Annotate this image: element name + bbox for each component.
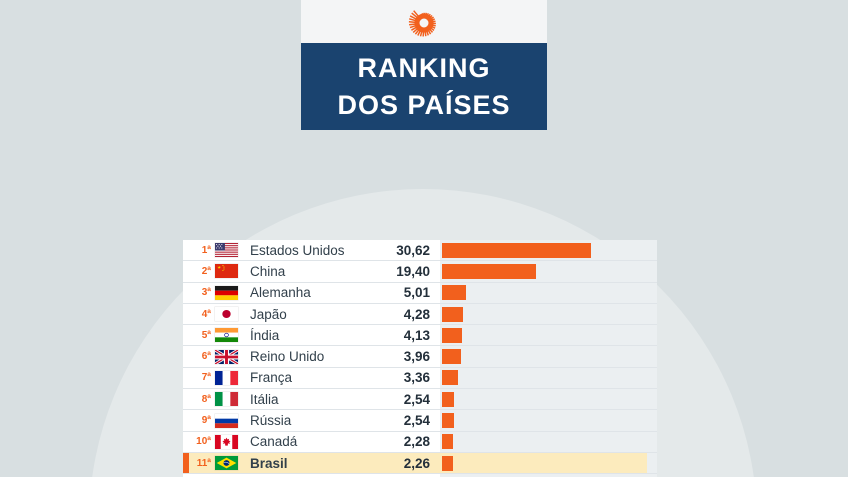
bar <box>442 285 466 301</box>
ranking-panel: 1ª Estados Unidos 30,62 2ª China 19,40 3ª Alema… <box>183 240 657 477</box>
value-label: 2,28 <box>403 434 430 450</box>
country-label: Canadá <box>250 434 298 450</box>
value-label: 5,01 <box>403 285 430 301</box>
bar <box>442 327 462 343</box>
value-label: 19,40 <box>396 263 430 279</box>
country-label: Alemanha <box>250 285 311 301</box>
page-title-line2: DOS PAÍSES <box>337 89 511 120</box>
country-label: França <box>250 370 293 386</box>
logo-strip <box>301 0 547 43</box>
table-row: 4ª Japão 4,28 <box>183 304 657 326</box>
country-label: Reino Unido <box>250 349 325 365</box>
table-row: 11ª Brasil 2,26 <box>183 452 657 475</box>
table-row: 10ª Canadá 2,28 <box>183 432 657 453</box>
value-label: 2,54 <box>403 391 430 407</box>
rank-label: 8ª <box>201 393 211 405</box>
bar <box>442 455 453 471</box>
country-label: Índia <box>250 327 280 343</box>
country-label: China <box>250 263 286 279</box>
rank-label: 10ª <box>196 436 211 448</box>
bar-track <box>440 304 657 324</box>
value-label: 30,62 <box>396 242 430 258</box>
bar-track <box>440 410 657 430</box>
value-label: 4,28 <box>403 306 430 322</box>
bar <box>442 434 453 450</box>
bar <box>442 349 461 365</box>
bar-track <box>440 325 657 345</box>
table-row: 7ª França 3,36 <box>183 368 657 390</box>
bar <box>442 391 454 407</box>
bar-track <box>440 453 657 473</box>
bar-track <box>440 432 657 452</box>
bar <box>442 306 463 322</box>
country-label: Itália <box>250 391 279 407</box>
bar-track <box>440 240 657 260</box>
title-box: RANKING DOS PAÍSES <box>301 43 547 130</box>
table-row: 8ª Itália 2,54 <box>183 389 657 411</box>
flag-gb-icon <box>215 349 238 364</box>
bar <box>442 263 536 279</box>
country-label: Japão <box>250 306 287 322</box>
rank-label: 7ª <box>201 372 211 384</box>
flag-jp-icon <box>215 307 238 322</box>
flag-it-icon <box>215 392 238 407</box>
flag-de-icon <box>215 285 238 300</box>
bar-track <box>440 389 657 409</box>
country-label: Estados Unidos <box>250 242 345 258</box>
bar <box>442 242 591 258</box>
rank-label: 2ª <box>201 265 211 277</box>
value-label: 2,26 <box>403 455 430 471</box>
country-label: Rússia <box>250 413 292 429</box>
bar-track <box>440 261 657 281</box>
header: RANKING DOS PAÍSES <box>301 0 547 130</box>
table-row: 1ª Estados Unidos 30,62 <box>183 240 657 262</box>
ranking-rows: 1ª Estados Unidos 30,62 2ª China 19,40 3ª Alema… <box>183 240 657 475</box>
bar <box>442 370 458 386</box>
flag-cn-icon <box>215 264 238 279</box>
bar-track <box>440 368 657 388</box>
table-row: 6ª Reino Unido 3,96 <box>183 346 657 368</box>
value-label: 3,36 <box>403 370 430 386</box>
page-title-line1: RANKING <box>357 52 491 83</box>
table-row: 5ª Índia 4,13 <box>183 325 657 347</box>
flag-fr-icon <box>215 370 238 385</box>
rank-label: 5ª <box>201 329 211 341</box>
country-label: Brasil <box>250 455 288 471</box>
flag-br-icon <box>215 456 238 471</box>
bar-track <box>440 346 657 366</box>
value-label: 4,13 <box>403 327 430 343</box>
bar-track-column <box>440 240 657 477</box>
flag-ru-icon <box>215 413 238 428</box>
value-label: 2,54 <box>403 413 430 429</box>
table-row: 2ª China 19,40 <box>183 261 657 283</box>
value-label: 3,96 <box>403 349 430 365</box>
rank-label: 11ª <box>196 457 211 469</box>
flag-us-icon <box>215 243 238 258</box>
rank-label: 6ª <box>201 351 211 363</box>
sunburst-logo-icon <box>408 9 436 37</box>
rank-label: 4ª <box>201 308 211 320</box>
flag-ca-icon <box>215 434 238 449</box>
bar <box>442 413 454 429</box>
rank-label: 3ª <box>201 287 211 299</box>
rank-label: 9ª <box>201 415 211 427</box>
bar-track <box>440 283 657 303</box>
flag-in-icon <box>215 328 238 343</box>
table-row: 9ª Rússia 2,54 <box>183 410 657 432</box>
rank-label: 1ª <box>201 244 211 256</box>
table-row: 3ª Alemanha 5,01 <box>183 283 657 304</box>
